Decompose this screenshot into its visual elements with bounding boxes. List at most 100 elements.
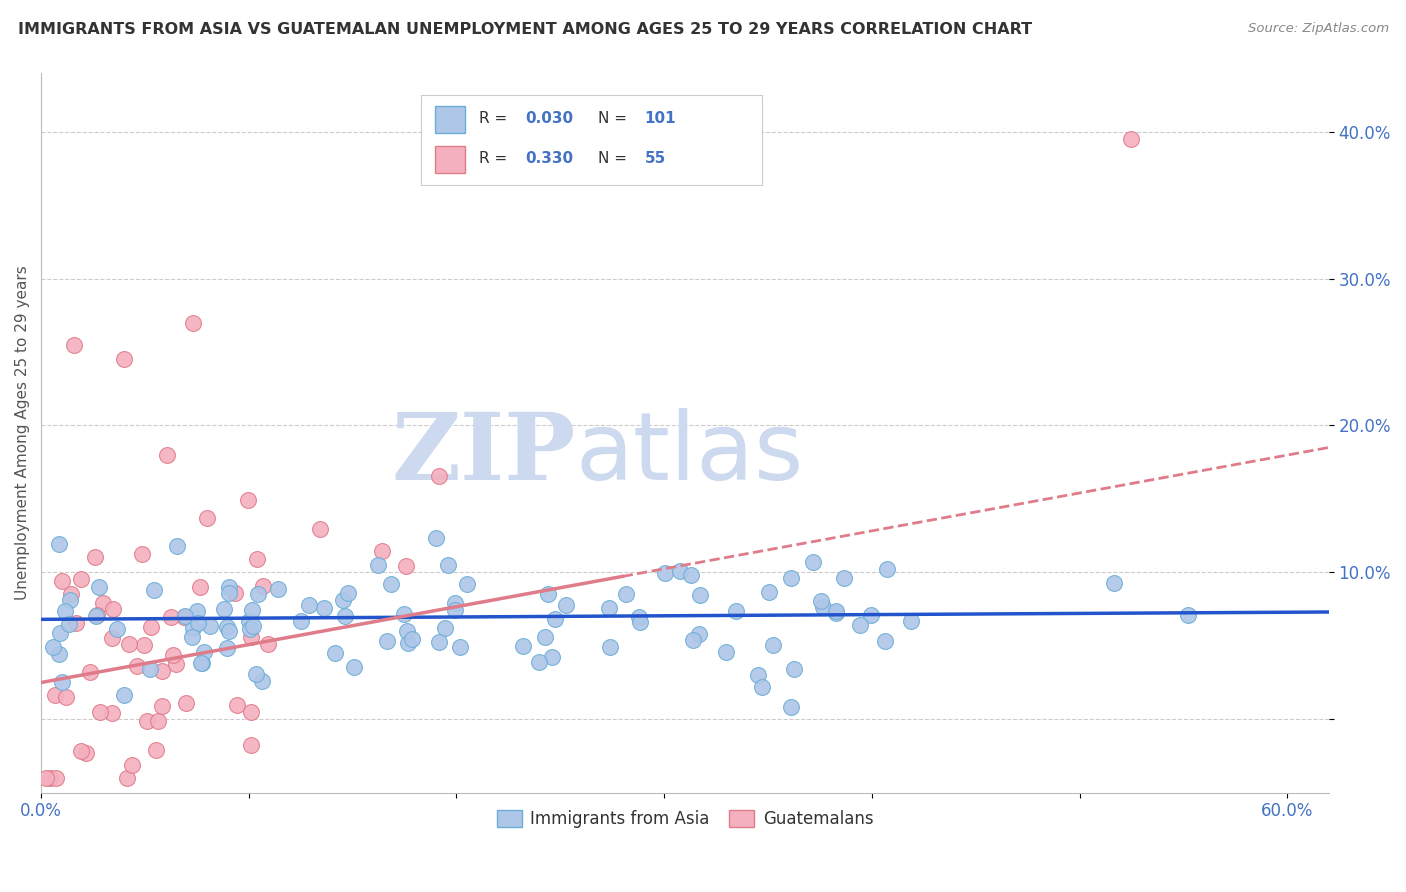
Point [55, 690, 77, 705]
Point [443, 596, 465, 610]
Point [246, 552, 269, 566]
Point [554, 598, 576, 612]
Point [325, 646, 347, 660]
Point [51, 574, 73, 589]
Point [34, 771, 56, 785]
Point [63, 337, 86, 351]
Point [682, 632, 704, 647]
Point [240, 705, 263, 719]
Point [427, 635, 450, 649]
Point [1177, 607, 1199, 622]
Point [136, 714, 159, 728]
Point [143, 582, 166, 597]
Point [598, 601, 620, 615]
Point [186, 605, 208, 619]
Point [156, 448, 179, 462]
Point [166, 539, 188, 553]
Point [150, 664, 173, 678]
Point [118, 637, 141, 651]
Point [59, 593, 82, 607]
Point [534, 630, 557, 644]
Point [191, 656, 214, 670]
Point [86, 608, 108, 623]
Point [173, 610, 195, 624]
Point [527, 655, 550, 669]
Point [689, 588, 711, 602]
Point [87, 581, 110, 595]
Point [900, 614, 922, 628]
Point [181, 621, 204, 635]
Point [298, 598, 321, 612]
Point [48, 537, 70, 551]
Point [751, 680, 773, 694]
Text: IMMIGRANTS FROM ASIA VS GUATEMALAN UNEMPLOYMENT AMONG AGES 25 TO 29 YEARS CORREL: IMMIGRANTS FROM ASIA VS GUATEMALAN UNEMP… [18, 22, 1032, 37]
Point [190, 656, 212, 670]
Point [813, 600, 835, 615]
Point [236, 493, 259, 508]
Point [396, 635, 419, 649]
Point [240, 631, 263, 645]
Point [198, 618, 221, 632]
Point [425, 531, 447, 545]
Point [89, 706, 111, 720]
Point [437, 558, 460, 573]
Point [337, 585, 360, 599]
Point [218, 586, 240, 600]
Point [112, 352, 135, 367]
Point [456, 576, 478, 591]
Point [53, 604, 76, 618]
Point [747, 668, 769, 682]
Point [758, 584, 780, 599]
Point [152, 699, 174, 714]
Point [83, 549, 105, 564]
Point [761, 638, 783, 652]
Point [69, 744, 91, 758]
Point [801, 554, 824, 568]
Point [174, 608, 197, 623]
Point [121, 757, 143, 772]
Point [242, 619, 264, 633]
Point [101, 601, 124, 615]
Legend: Immigrants from Asia, Guatemalans: Immigrants from Asia, Guatemalans [489, 803, 880, 835]
Text: Source: ZipAtlas.com: Source: ZipAtlas.com [1249, 22, 1389, 36]
Point [537, 587, 560, 601]
Point [117, 771, 139, 785]
Point [58, 617, 80, 632]
Point [859, 607, 882, 622]
Point [252, 578, 274, 592]
Point [371, 544, 394, 558]
Point [401, 632, 423, 646]
Point [669, 564, 692, 578]
Point [239, 738, 262, 752]
Point [290, 614, 312, 628]
Point [101, 706, 124, 720]
Point [65, 615, 87, 630]
Point [188, 580, 211, 594]
Point [217, 619, 239, 633]
Point [679, 568, 702, 582]
Point [256, 637, 278, 651]
Point [39, 771, 62, 785]
Point [395, 624, 418, 639]
Point [139, 662, 162, 676]
Y-axis label: Unemployment Among Ages 25 to 29 years: Unemployment Among Ages 25 to 29 years [15, 266, 30, 600]
Point [875, 634, 897, 648]
Point [193, 644, 215, 658]
Point [367, 558, 389, 572]
Point [825, 604, 848, 618]
Point [824, 606, 846, 620]
Point [266, 582, 288, 596]
Point [79, 665, 101, 680]
Point [101, 631, 124, 645]
Point [849, 617, 872, 632]
Point [332, 593, 354, 607]
Point [627, 610, 650, 624]
Point [1121, 132, 1143, 146]
Point [195, 511, 218, 525]
Point [628, 615, 651, 629]
Point [427, 468, 450, 483]
Point [543, 612, 565, 626]
Point [181, 316, 204, 330]
Point [75, 746, 97, 760]
Point [724, 604, 747, 618]
